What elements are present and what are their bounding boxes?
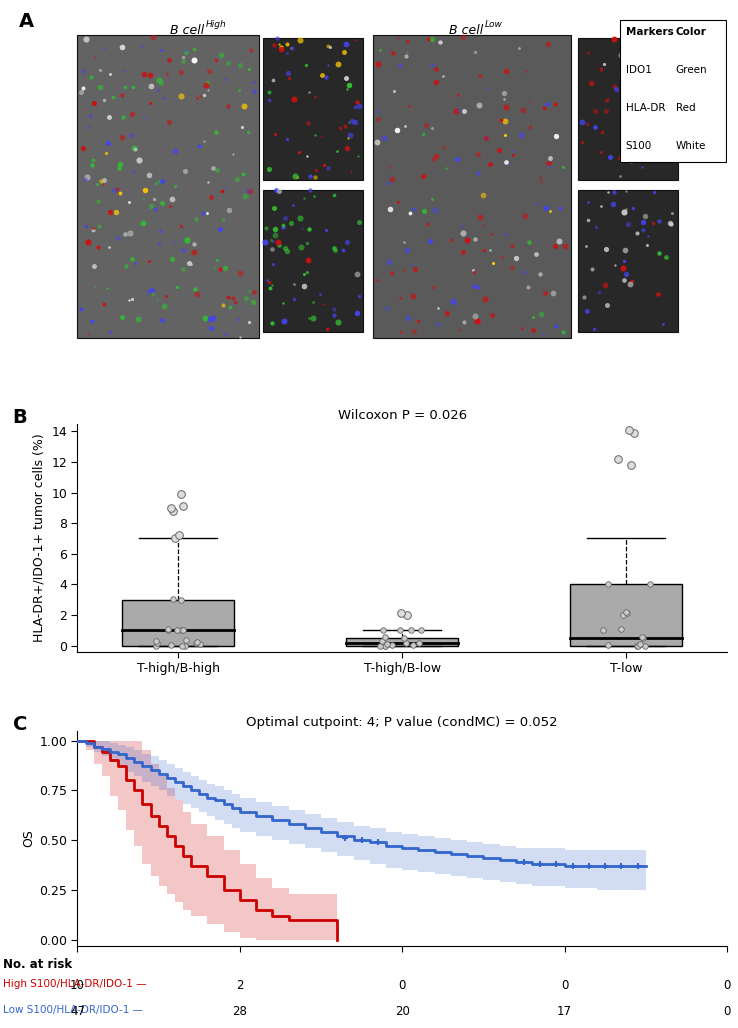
Text: S100: S100	[626, 141, 652, 150]
Bar	[578, 190, 678, 332]
Text: A: A	[19, 12, 34, 31]
Text: Low: Low	[485, 21, 503, 30]
Text: 10: 10	[70, 979, 85, 992]
Text: Green: Green	[675, 65, 707, 75]
Text: C: C	[13, 715, 27, 734]
Bar	[263, 38, 363, 180]
Text: HLA-DR: HLA-DR	[626, 103, 665, 113]
Text: 17: 17	[557, 1004, 572, 1018]
Y-axis label: OS: OS	[22, 830, 35, 847]
Y-axis label: HLA-DR+/IDO-1+ tumor cells (%): HLA-DR+/IDO-1+ tumor cells (%)	[32, 434, 46, 642]
Text: No. at risk: No. at risk	[3, 958, 72, 971]
Text: High S100/HLA-DR/IDO-1 —: High S100/HLA-DR/IDO-1 —	[3, 979, 146, 989]
Text: 28: 28	[232, 1004, 247, 1018]
Text: IDO1: IDO1	[626, 65, 652, 75]
Text: B: B	[13, 408, 27, 427]
Bar	[373, 35, 571, 338]
Text: Color: Color	[675, 27, 706, 37]
Text: White: White	[675, 141, 706, 150]
Text: Low S100/HLA-DR/IDO-1 —: Low S100/HLA-DR/IDO-1 —	[3, 1004, 143, 1015]
Bar	[570, 584, 682, 646]
Text: 0: 0	[561, 979, 568, 992]
Text: 47: 47	[70, 1004, 85, 1018]
Bar	[77, 35, 259, 338]
Bar	[346, 638, 458, 646]
Text: 0: 0	[399, 979, 406, 992]
Text: 0: 0	[723, 979, 731, 992]
Text: Markers: Markers	[626, 27, 673, 37]
Text: B cell: B cell	[170, 24, 204, 37]
Title: Optimal cutpoint: 4; P value (condMC) = 0.052: Optimal cutpoint: 4; P value (condMC) = …	[246, 717, 558, 730]
Bar	[621, 21, 726, 162]
Text: 20: 20	[395, 1004, 410, 1018]
Text: B cell: B cell	[449, 24, 483, 37]
Bar	[578, 38, 678, 180]
Text: High: High	[205, 21, 226, 30]
Bar	[123, 599, 234, 646]
Text: 0: 0	[723, 1004, 731, 1018]
Text: 2: 2	[236, 979, 244, 992]
Title: Wilcoxon P = 0.026: Wilcoxon P = 0.026	[338, 409, 466, 423]
Text: Red: Red	[675, 103, 695, 113]
Bar	[263, 190, 363, 332]
